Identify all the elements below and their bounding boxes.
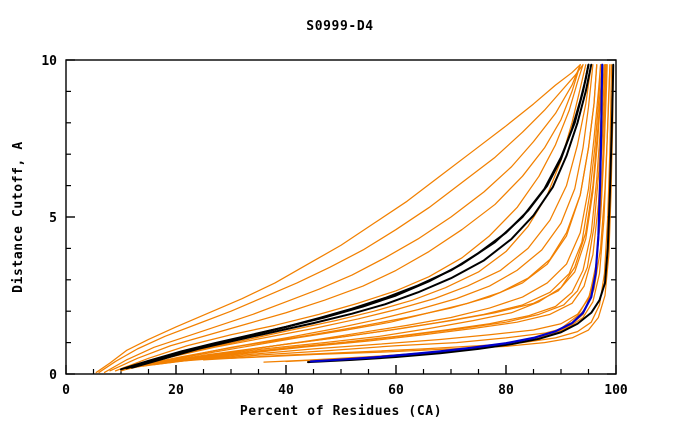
series-line bbox=[103, 64, 581, 374]
series-line bbox=[136, 64, 603, 367]
x-tick-label: 60 bbox=[388, 383, 404, 398]
x-axis-title: Percent of Residues (CA) bbox=[240, 404, 442, 419]
series-line bbox=[230, 64, 614, 359]
y-tick-label: 0 bbox=[49, 368, 57, 383]
chart-title: S0999-D4 bbox=[306, 19, 373, 34]
x-tick-label: 0 bbox=[62, 383, 70, 398]
axis-ticks bbox=[65, 59, 617, 375]
x-tick-label: 40 bbox=[278, 383, 294, 398]
series-lines bbox=[95, 63, 615, 374]
series-line bbox=[95, 64, 581, 374]
y-tick-label: 10 bbox=[41, 54, 57, 69]
series-line bbox=[202, 64, 613, 361]
series-line bbox=[109, 64, 581, 372]
y-tick-label: 5 bbox=[49, 211, 57, 226]
series-line bbox=[120, 63, 590, 371]
axis-tick-labels: 0 20 40 60 80 100 0 5 10 bbox=[41, 54, 628, 398]
x-tick-label: 100 bbox=[604, 383, 628, 398]
x-tick-label: 80 bbox=[498, 383, 514, 398]
series-line bbox=[98, 64, 584, 374]
series-line bbox=[114, 64, 584, 372]
plot-frame bbox=[65, 59, 617, 375]
series-line bbox=[307, 63, 615, 364]
y-axis-title: Distance Cutoff, A bbox=[11, 141, 26, 293]
series-line bbox=[309, 63, 604, 363]
series-line bbox=[125, 64, 598, 369]
x-tick-label: 20 bbox=[168, 383, 184, 398]
series-line bbox=[153, 64, 604, 364]
series-line bbox=[131, 63, 593, 369]
series-line bbox=[120, 64, 592, 370]
